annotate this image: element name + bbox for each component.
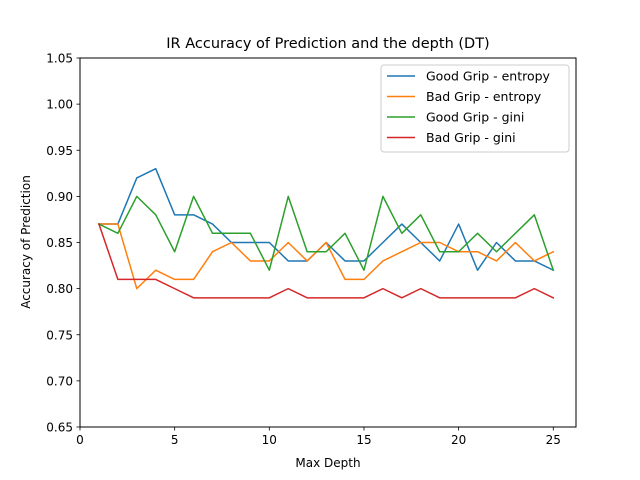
x-tick-label: 10: [262, 433, 277, 447]
y-axis-label: Accuracy of Prediction: [19, 175, 33, 309]
y-tick-label: 0.75: [46, 328, 73, 342]
y-tick-label: 1.00: [46, 98, 73, 112]
x-tick-label: 0: [76, 433, 84, 447]
chart-title: IR Accuracy of Prediction and the depth …: [166, 36, 489, 52]
y-tick-label: 0.70: [46, 374, 73, 388]
x-tick-label: 5: [171, 433, 179, 447]
series-lines: [97, 167, 555, 299]
x-axis-ticks: 0 5 10 15 20 25: [76, 427, 561, 447]
legend-label-4: Bad Grip - gini: [426, 130, 516, 145]
series-line-2: [98, 223, 555, 290]
y-axis-ticks: 0.65 0.70 0.75 0.80 0.85 0.90 0.95 1.00 1.05: [46, 52, 80, 435]
y-tick-label: 0.90: [46, 190, 73, 204]
y-tick-label: 0.65: [46, 421, 73, 435]
series-line-4: [97, 223, 555, 299]
legend-label-1: Good Grip - entropy: [426, 69, 551, 84]
x-tick-label: 20: [451, 433, 466, 447]
legend-box: [380, 64, 570, 153]
y-tick-label: 0.95: [46, 144, 73, 158]
legend-label-2: Bad Grip - entropy: [426, 89, 542, 104]
x-tick-label: 15: [356, 433, 371, 447]
x-axis-label: Max Depth: [295, 456, 360, 470]
y-tick-label: 0.85: [46, 236, 73, 250]
series-line-3: [97, 195, 555, 272]
y-tick-label: 0.80: [46, 282, 73, 296]
legend: Good Grip - entropy Bad Grip - entropy Goo…: [380, 64, 570, 153]
legend-label-3: Good Grip - gini: [426, 110, 524, 125]
y-tick-label: 1.05: [46, 52, 73, 66]
x-tick-label: 25: [546, 433, 561, 447]
